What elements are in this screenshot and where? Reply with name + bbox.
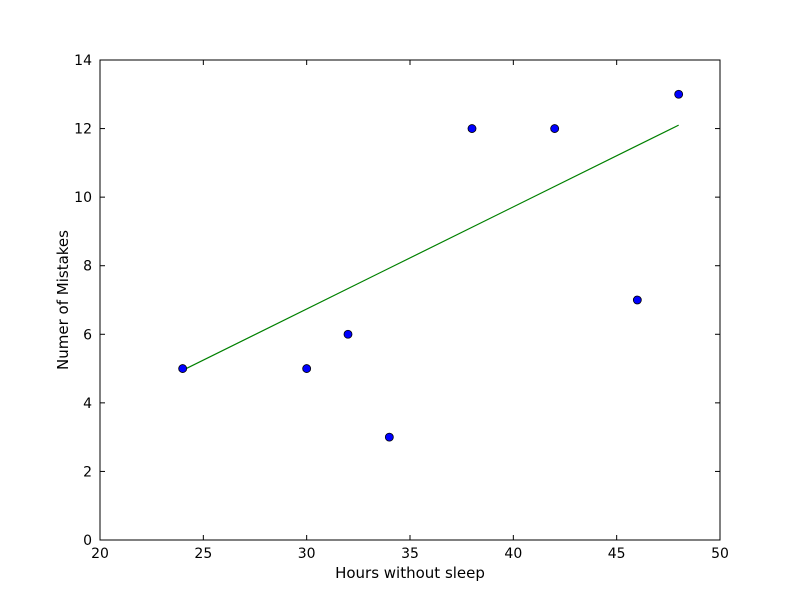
y-tick-label: 4	[83, 396, 92, 412]
x-tick-label: 25	[194, 546, 212, 562]
x-axis-label: Hours without sleep	[335, 564, 485, 582]
ticks-layer: 20 25 30 35 40 45 50 0 2 4 6 8 10 12 14	[74, 53, 729, 562]
x-tick-label: 40	[504, 546, 522, 562]
x-tick-label: 20	[91, 546, 109, 562]
data-point	[674, 89, 684, 99]
y-tick-label: 8	[83, 259, 92, 275]
series-layer	[178, 89, 684, 442]
data-point	[632, 295, 642, 305]
data-point	[302, 364, 312, 373]
data-point	[467, 124, 477, 133]
y-tick-label: 6	[83, 327, 92, 343]
trend-line	[182, 124, 679, 371]
y-tick-label: 10	[74, 190, 92, 206]
y-tick-label: 14	[74, 53, 92, 69]
axes-frame	[99, 59, 721, 541]
data-point	[384, 432, 394, 442]
plot-area: 20 25 30 35 40 45 50 0 2 4 6 8 10 12 14	[74, 53, 729, 562]
x-tick-label: 45	[608, 546, 626, 562]
y-tick-label: 2	[83, 464, 92, 480]
x-tick-label: 30	[298, 546, 316, 562]
y-tick-label: 12	[74, 122, 92, 138]
y-tick-label: 0	[83, 533, 92, 549]
data-point	[343, 329, 353, 339]
y-axis-label: Numer of Mistakes	[54, 230, 72, 370]
axes-background	[100, 60, 720, 540]
x-tick-label: 35	[401, 546, 419, 562]
data-point	[550, 124, 560, 133]
x-tick-label: 50	[711, 546, 729, 562]
data-point	[178, 364, 188, 373]
